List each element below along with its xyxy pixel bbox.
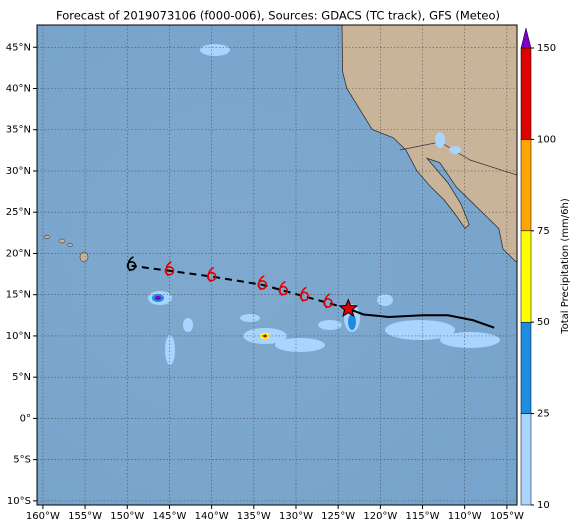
y-tick-label: 25°N xyxy=(6,207,31,218)
colorbar-tick-label: 150 xyxy=(537,43,556,54)
colorbar-segment xyxy=(520,413,532,506)
y-tick-label: 20°N xyxy=(6,248,31,259)
y-tick-label: 15°N xyxy=(6,290,31,301)
cyclone-symbol xyxy=(206,266,217,283)
x-tick-label: 110°W xyxy=(448,511,482,522)
y-tick-label: 40°N xyxy=(6,84,31,95)
y-tick-label: 0° xyxy=(20,413,31,424)
y-tick-label: 10°N xyxy=(6,331,31,342)
colorbar-segment xyxy=(520,321,532,414)
cyclone-symbol xyxy=(278,280,289,297)
x-tick-label: 155°W xyxy=(68,511,102,522)
title: Forecast of 2019073106 (f000-006), Sourc… xyxy=(56,9,500,23)
x-tick-label: 150°W xyxy=(110,511,144,522)
y-tick-label: 35°N xyxy=(6,125,31,136)
x-tick-label: 130°W xyxy=(279,511,313,522)
map-frame xyxy=(36,24,518,506)
x-tick-label: 140°W xyxy=(195,511,229,522)
x-tick-label: 125°W xyxy=(321,511,355,522)
cyclone-symbol xyxy=(126,256,137,272)
y-tick-label: 10°S xyxy=(7,496,31,507)
cyclone-symbol xyxy=(164,261,175,277)
colorbar-extend xyxy=(520,27,532,49)
x-tick-label: 105°W xyxy=(490,511,524,522)
x-tick-label: 145°W xyxy=(152,511,186,522)
y-tick-label: 45°N xyxy=(6,42,31,53)
colorbar-tick-label: 10 xyxy=(537,500,550,511)
y-tick-label: 30°N xyxy=(6,166,31,177)
cyclone-symbol xyxy=(299,286,310,302)
cyclone-symbol xyxy=(257,275,268,291)
x-tick-label: 115°W xyxy=(406,511,440,522)
hawaii xyxy=(43,235,89,263)
colorbar-segment xyxy=(520,139,532,232)
past-track xyxy=(347,307,495,329)
map-area xyxy=(37,25,517,505)
current-position xyxy=(338,298,359,318)
y-tick-label: 5°S xyxy=(13,455,31,466)
colorbar-tick-label: 100 xyxy=(537,134,556,145)
x-tick-label: 120°W xyxy=(363,511,397,522)
colorbar-tick-label: 50 xyxy=(537,317,550,328)
cyclone-symbol xyxy=(323,293,333,309)
x-tick-label: 160°W xyxy=(26,511,60,522)
colorbar-segment xyxy=(520,47,532,140)
x-tick-label: 135°W xyxy=(237,511,271,522)
colorbar-tick-label: 25 xyxy=(537,409,550,420)
colorbar-tick-label: 75 xyxy=(537,226,550,237)
colorbar-label: Total Precipitation (mm/6h) xyxy=(560,198,571,335)
colorbar-segment xyxy=(520,230,532,323)
north-america xyxy=(341,25,517,263)
y-tick-label: 5°N xyxy=(12,372,31,383)
